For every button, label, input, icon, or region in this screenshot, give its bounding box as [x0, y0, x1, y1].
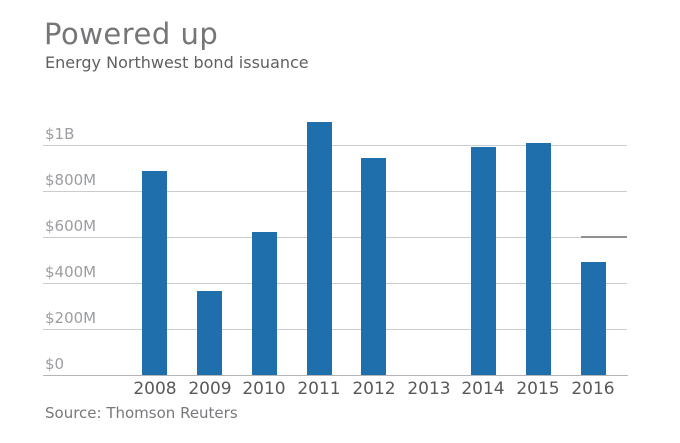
bar-2016 [581, 262, 606, 375]
x-axis-tick-label-2011: 2011 [297, 379, 341, 399]
dark-gridline-segment [581, 236, 627, 238]
source-attribution: Source: Thomson Reuters [45, 404, 238, 422]
y-axis-tick-label: $600M [45, 217, 97, 235]
gridline-0 [43, 375, 628, 376]
x-axis-tick-label-2016: 2016 [571, 379, 615, 399]
bar-2015 [526, 143, 551, 375]
gridline-800m [43, 191, 627, 192]
x-axis-tick-label-2010: 2010 [242, 379, 286, 399]
x-axis-tick-label-2015: 2015 [516, 379, 560, 399]
bar-2012 [361, 158, 386, 375]
y-axis-tick-label: $200M [45, 309, 97, 327]
y-axis-tick-label: $0 [45, 355, 65, 373]
chart-title: Powered up [44, 17, 219, 51]
y-axis-tick-label: $800M [45, 171, 97, 189]
gridline-400m [43, 283, 627, 284]
bar-2011 [307, 122, 332, 375]
gridline-600m [43, 237, 627, 238]
y-axis-tick-label: $400M [45, 263, 97, 281]
x-axis-tick-label-2014: 2014 [461, 379, 505, 399]
bar-2008 [142, 171, 167, 375]
x-axis-tick-label-2012: 2012 [352, 379, 396, 399]
bar-2014 [471, 147, 496, 375]
x-axis-tick-label-2013: 2013 [407, 379, 451, 399]
y-axis-tick-label: $1B [45, 125, 75, 143]
gridline-1b [43, 145, 627, 146]
bar-2009 [197, 291, 222, 375]
chart-subtitle: Energy Northwest bond issuance [45, 53, 309, 72]
gridline-200m [43, 329, 627, 330]
bar-2010 [252, 232, 277, 375]
x-axis-tick-label-2008: 2008 [133, 379, 177, 399]
x-axis-tick-label-2009: 2009 [188, 379, 232, 399]
